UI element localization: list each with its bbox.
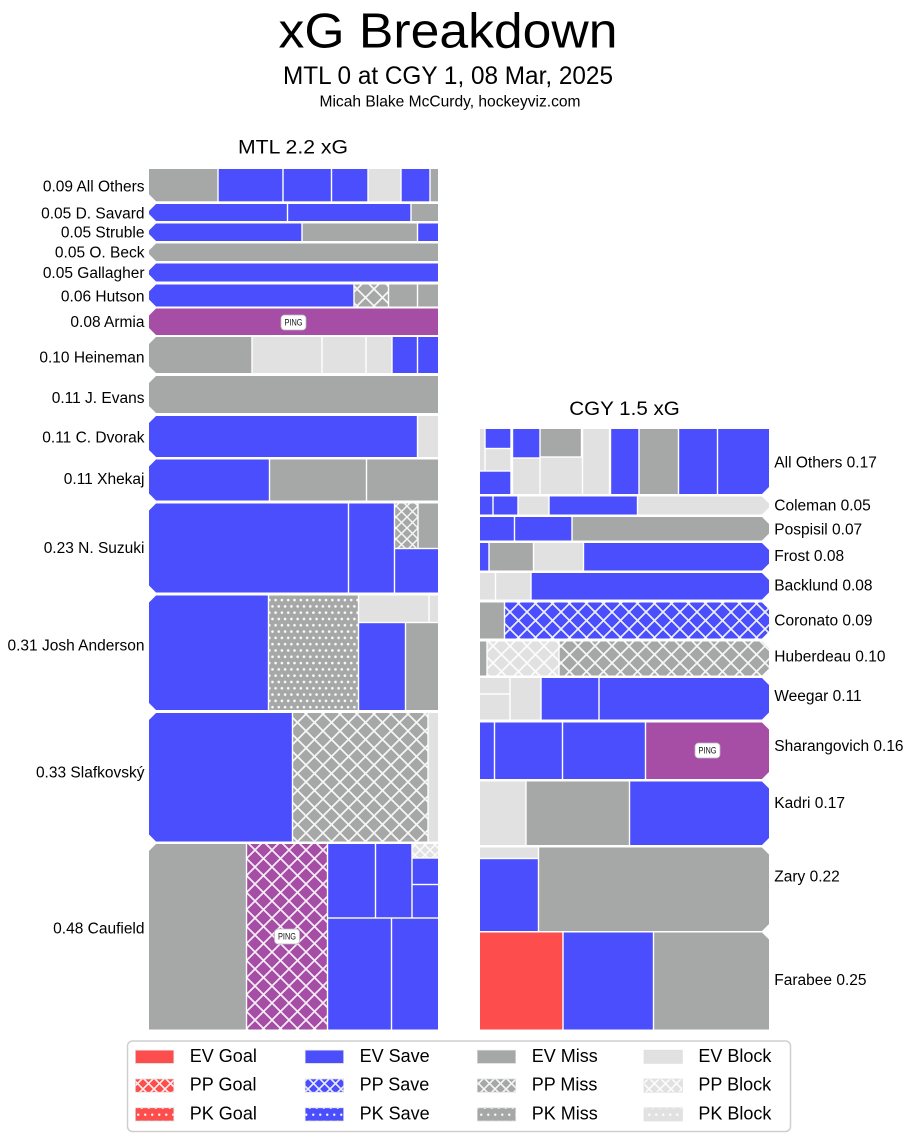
svg-text:Farabee 0.25: Farabee 0.25 <box>774 972 866 989</box>
svg-text:PING: PING <box>699 746 717 756</box>
svg-text:PING: PING <box>278 932 296 942</box>
svg-text:Frost 0.08: Frost 0.08 <box>774 548 844 565</box>
svg-text:Sharangovich 0.16: Sharangovich 0.16 <box>774 738 903 755</box>
svg-text:PK Block: PK Block <box>698 1103 772 1123</box>
svg-text:Huberdeau 0.10: Huberdeau 0.10 <box>774 649 886 666</box>
svg-text:Coleman 0.05: Coleman 0.05 <box>774 498 871 515</box>
svg-text:MTL 0 at CGY 1, 08 Mar, 2025: MTL 0 at CGY 1, 08 Mar, 2025 <box>283 62 613 90</box>
svg-text:0.31 Josh Anderson: 0.31 Josh Anderson <box>7 638 144 655</box>
svg-text:PK Goal: PK Goal <box>190 1103 257 1123</box>
svg-text:0.05 Gallagher: 0.05 Gallagher <box>43 265 145 282</box>
svg-text:EV Block: EV Block <box>698 1046 772 1066</box>
svg-text:Kadri 0.17: Kadri 0.17 <box>774 795 845 812</box>
svg-text:PING: PING <box>285 318 303 328</box>
svg-text:0.10 Heineman: 0.10 Heineman <box>39 349 144 366</box>
svg-text:0.33 Slafkovský: 0.33 Slafkovský <box>36 765 145 782</box>
svg-text:xG Breakdown: xG Breakdown <box>279 5 618 59</box>
svg-text:Zary 0.22: Zary 0.22 <box>774 869 839 886</box>
svg-text:0.11 J. Evans: 0.11 J. Evans <box>52 390 145 407</box>
svg-text:0.08 Armia: 0.08 Armia <box>70 314 144 331</box>
svg-text:0.05 D. Savard: 0.05 D. Savard <box>41 205 144 222</box>
svg-text:Micah Blake McCurdy, hockeyviz: Micah Blake McCurdy, hockeyviz.com <box>320 94 581 111</box>
svg-text:PP Save: PP Save <box>360 1075 430 1095</box>
svg-text:Backlund 0.08: Backlund 0.08 <box>774 578 872 595</box>
svg-text:0.05 O. Beck: 0.05 O. Beck <box>55 245 145 262</box>
svg-text:0.48 Caufield: 0.48 Caufield <box>53 920 144 937</box>
svg-text:0.06 Hutson: 0.06 Hutson <box>61 288 145 305</box>
svg-text:CGY 1.5 xG: CGY 1.5 xG <box>569 398 680 420</box>
svg-text:All Others 0.17: All Others 0.17 <box>774 455 877 472</box>
svg-text:EV Goal: EV Goal <box>190 1046 257 1066</box>
svg-text:0.11 C. Dvorak: 0.11 C. Dvorak <box>42 429 144 446</box>
svg-text:Weegar 0.11: Weegar 0.11 <box>774 688 861 705</box>
svg-text:Coronato 0.09: Coronato 0.09 <box>774 612 872 629</box>
svg-text:PP Miss: PP Miss <box>532 1075 598 1095</box>
svg-text:PK Save: PK Save <box>360 1103 430 1123</box>
svg-text:EV Save: EV Save <box>360 1046 430 1066</box>
svg-text:PP Block: PP Block <box>698 1075 772 1095</box>
svg-text:0.23 N. Suzuki: 0.23 N. Suzuki <box>44 540 145 557</box>
svg-text:0.05 Struble: 0.05 Struble <box>61 224 145 241</box>
svg-text:0.11 Xhekaj: 0.11 Xhekaj <box>64 471 145 488</box>
svg-text:MTL 2.2 xG: MTL 2.2 xG <box>238 137 348 159</box>
svg-text:0.09 All Others: 0.09 All Others <box>43 179 145 196</box>
svg-text:PK Miss: PK Miss <box>532 1103 598 1123</box>
svg-text:PP Goal: PP Goal <box>190 1075 257 1095</box>
svg-text:Pospisil 0.07: Pospisil 0.07 <box>774 522 862 539</box>
svg-text:EV Miss: EV Miss <box>532 1046 598 1066</box>
